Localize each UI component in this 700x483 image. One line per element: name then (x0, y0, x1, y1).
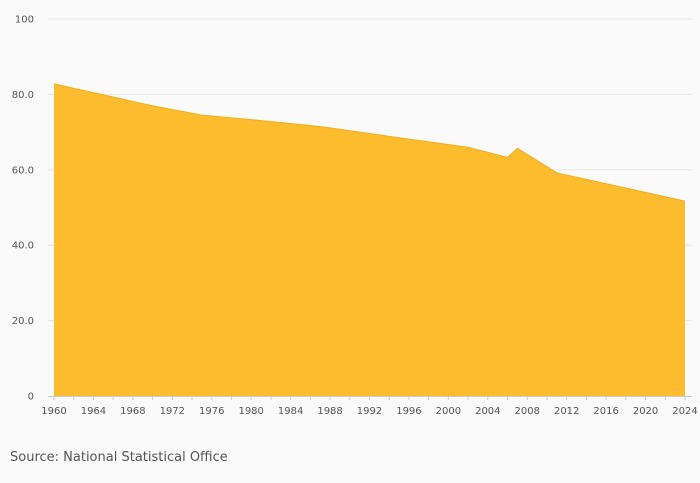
area-series (53, 83, 686, 397)
y-tick-label-20: 20.0 (12, 316, 34, 327)
source-note: Source: National Statistical Office (10, 450, 228, 465)
x-tick-label-2012: 2012 (554, 406, 579, 417)
x-tick-label-2000: 2000 (436, 406, 461, 417)
x-tick-label-1960: 1960 (41, 406, 66, 417)
x-tick-label-1992: 1992 (357, 406, 382, 417)
x-tick-label-1996: 1996 (396, 406, 421, 417)
y-tick-label-0: 0 (28, 392, 34, 403)
y-tick-label-80: 80.0 (12, 90, 34, 101)
x-tick-label-2020: 2020 (633, 406, 658, 417)
x-tick-label-1968: 1968 (120, 406, 145, 417)
x-tick-label-2016: 2016 (593, 406, 618, 417)
area-fill (54, 83, 685, 397)
x-tick-label-1976: 1976 (199, 406, 224, 417)
y-tick-label-40: 40.0 (12, 241, 34, 252)
x-axis: 1960 1964 1968 1972 1976 1980 1984 1988 1992 1996… (41, 396, 698, 417)
x-tick-label-1972: 1972 (160, 406, 185, 417)
y-tick-label-60: 60.0 (12, 165, 34, 176)
y-axis: 0 20.0 40.0 60.0 80.0 100 (12, 15, 34, 403)
x-tick-label-2024: 2024 (672, 406, 697, 417)
x-tick-label-1980: 1980 (238, 406, 263, 417)
x-tick-label-2008: 2008 (515, 406, 540, 417)
x-tick-label-2004: 2004 (475, 406, 500, 417)
area-edge-line (53, 83, 686, 202)
area-chart: 1960 1964 1968 1972 1976 1980 1984 1988 1992 1996… (12, 15, 698, 418)
x-tick-label-1964: 1964 (81, 406, 106, 417)
x-tick-label-1984: 1984 (278, 406, 303, 417)
x-tick-label-1988: 1988 (317, 406, 342, 417)
y-tick-label-100: 100 (15, 15, 34, 26)
